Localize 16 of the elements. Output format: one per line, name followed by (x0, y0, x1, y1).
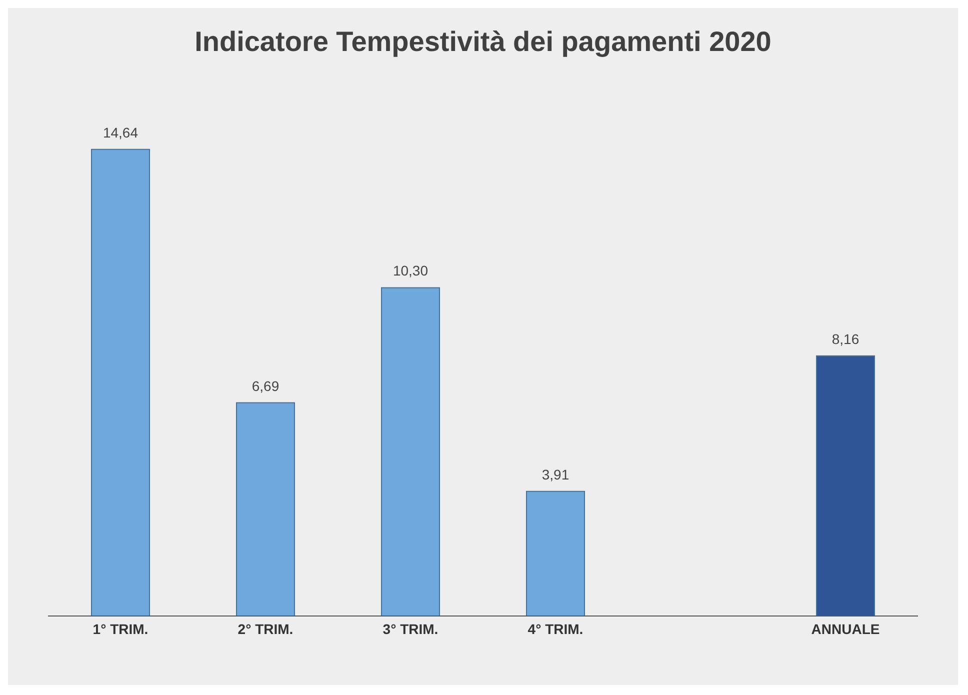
data-label: 3,91 (542, 466, 570, 482)
x-tick-label: 2° TRIM. (238, 620, 294, 637)
x-tick-label: 4° TRIM. (528, 620, 584, 637)
data-label: 14,64 (102, 124, 138, 140)
data-label: 8,16 (832, 330, 860, 347)
chart-title: Indicatore Tempestività dei pagamenti 2020 (194, 25, 772, 59)
bar (381, 287, 440, 616)
data-label: 6,69 (252, 378, 280, 394)
bar (816, 355, 875, 616)
bar (91, 148, 150, 616)
bar (236, 402, 295, 616)
x-tick-label: 3° TRIM. (382, 620, 438, 637)
x-tick-label: ANNUALE (811, 620, 880, 637)
x-tick-label: 1° TRIM. (92, 620, 148, 637)
data-label: 10,30 (392, 262, 428, 279)
bar (526, 490, 585, 616)
